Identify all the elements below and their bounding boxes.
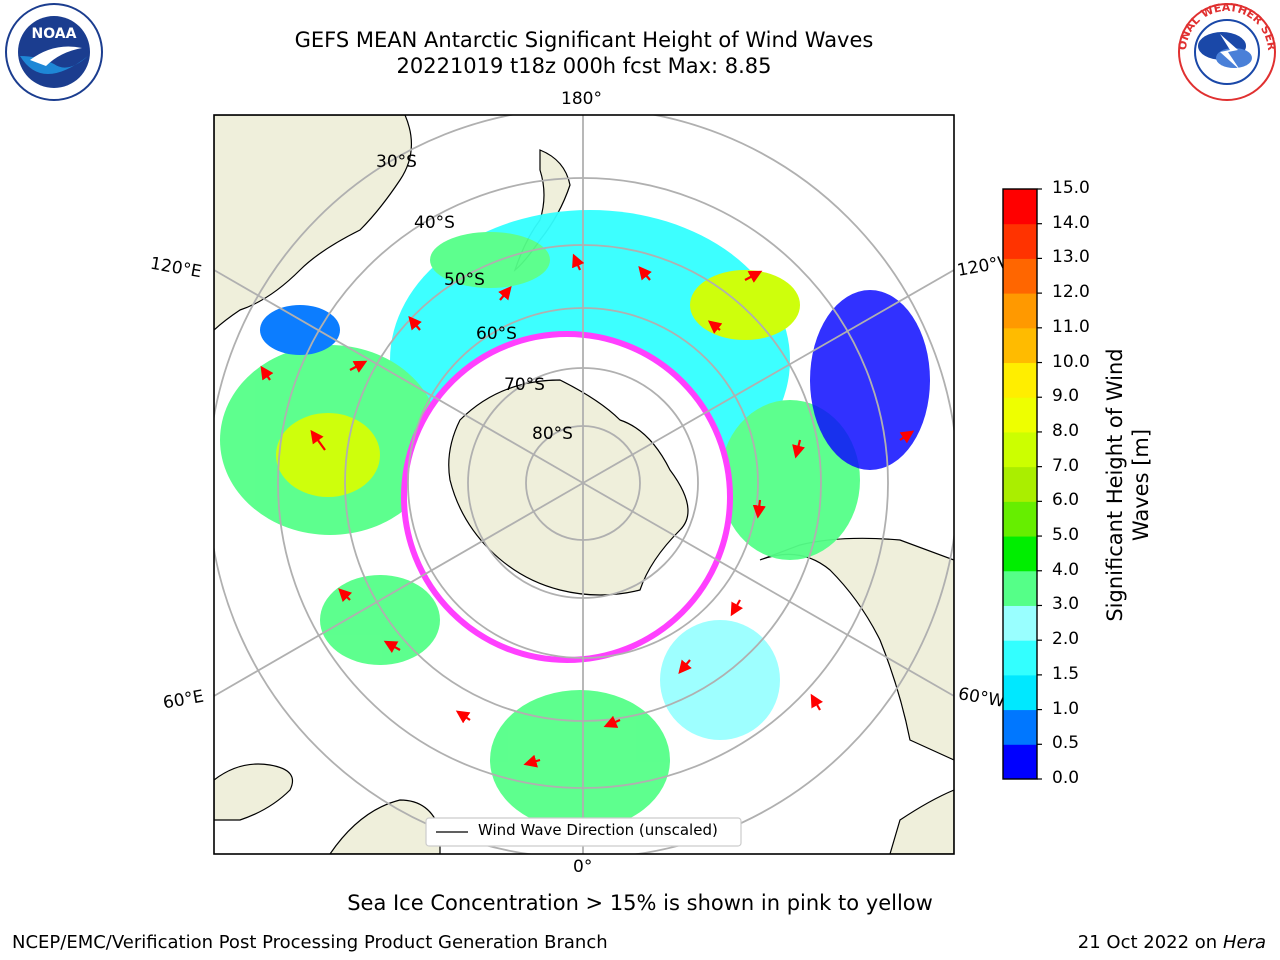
colorbar-tick-label: 1.5 bbox=[1052, 663, 1080, 684]
colorbar-tick-label: 6.0 bbox=[1052, 490, 1080, 511]
direction-arrow bbox=[338, 588, 353, 603]
chart-title: GEFS MEAN Antarctic Significant Height o… bbox=[294, 28, 874, 52]
colorbar-swatch bbox=[1003, 501, 1037, 537]
lat-label-80s: 80°S bbox=[532, 424, 573, 444]
nws-logo: NATIONAL WEATHER SERVICE bbox=[1176, 2, 1278, 101]
colorbar-swatch bbox=[1003, 327, 1037, 364]
lon-label-180: 180° bbox=[561, 89, 602, 109]
colorbar-tick-label: 7.0 bbox=[1052, 455, 1080, 476]
colorbar-tick-label: 0.0 bbox=[1052, 768, 1080, 788]
map-legend-label: Wind Wave Direction (unscaled) bbox=[478, 821, 718, 839]
colorbar-tick-label: 2.0 bbox=[1052, 629, 1080, 650]
colorbar-swatch bbox=[1003, 466, 1037, 502]
colorbar-swatch bbox=[1003, 293, 1037, 329]
colorbar-swatch bbox=[1003, 362, 1037, 398]
direction-arrow bbox=[408, 315, 422, 331]
corner-land-br bbox=[889, 789, 954, 854]
direction-arrow bbox=[260, 365, 274, 381]
south-america-land bbox=[759, 537, 954, 761]
direction-arrow bbox=[678, 659, 692, 675]
direction-arrow bbox=[603, 715, 621, 728]
colorbar-tick-label: 0.5 bbox=[1052, 733, 1080, 754]
lat-label-50s: 50°S bbox=[444, 270, 485, 290]
direction-arrow bbox=[349, 360, 368, 373]
colorbar-tick-label: 12.0 bbox=[1052, 282, 1090, 303]
colorbar-tick-label: 11.0 bbox=[1052, 316, 1090, 337]
footer-host: Hera bbox=[1222, 932, 1266, 953]
colorbar bbox=[1002, 188, 1042, 780]
direction-arrow bbox=[383, 640, 401, 653]
direction-arrow bbox=[310, 429, 326, 451]
direction-arrow bbox=[792, 439, 805, 459]
direction-arrow bbox=[572, 253, 585, 271]
lat-label-40s: 40°S bbox=[414, 213, 455, 233]
direction-arrow bbox=[455, 710, 471, 724]
colorbar-frame bbox=[1002, 188, 1038, 780]
svg-text:NOAA: NOAA bbox=[32, 26, 77, 42]
colorbar-label: Significant Height of Wind Waves [m] bbox=[1103, 348, 1153, 622]
direction-arrow bbox=[752, 499, 766, 519]
colorbar-swatch bbox=[1003, 640, 1037, 676]
colorbar-swatch bbox=[1003, 258, 1037, 294]
direction-arrow bbox=[523, 754, 541, 768]
colorbar-tick-label: 8.0 bbox=[1052, 420, 1080, 441]
colorbar-swatch bbox=[1003, 189, 1037, 225]
sea-ice-note: Sea Ice Concentration > 15% is shown in … bbox=[347, 891, 933, 915]
direction-arrow bbox=[707, 320, 723, 334]
colorbar-tick-label: 13.0 bbox=[1052, 247, 1090, 268]
direction-arrow bbox=[744, 270, 763, 283]
colorbar-swatch bbox=[1003, 709, 1037, 745]
colorbar-swatch bbox=[1003, 674, 1037, 711]
map-legend bbox=[425, 817, 742, 847]
colorbar-tick-label: 4.0 bbox=[1052, 559, 1080, 580]
map-frame bbox=[213, 114, 955, 855]
footer-date: 21 Oct 2022 on Hera bbox=[1078, 932, 1266, 953]
colorbar-swatch bbox=[1003, 605, 1037, 641]
lat-label-30s: 30°S bbox=[376, 152, 417, 172]
direction-arrow bbox=[730, 599, 743, 617]
wind-wave-arrows bbox=[260, 253, 915, 768]
colorbar-swatch bbox=[1003, 570, 1037, 606]
direction-arrow bbox=[498, 285, 512, 301]
footer-date-text: 21 Oct 2022 on bbox=[1077, 932, 1223, 953]
lat-label-60s: 60°S bbox=[476, 324, 517, 344]
colorbar-tick-label: 9.0 bbox=[1052, 386, 1080, 407]
graticule bbox=[214, 115, 954, 854]
direction-arrow bbox=[810, 693, 823, 711]
colorbar-swatch bbox=[1003, 431, 1037, 468]
colorbar-swatch bbox=[1003, 397, 1037, 433]
colorbar-swatch bbox=[1003, 223, 1037, 259]
chart-subtitle: 20221019 t18z 000h fcst Max: 8.85 bbox=[396, 54, 772, 78]
lat-label-70s: 70°S bbox=[504, 375, 545, 395]
colorbar-tick-label: 14.0 bbox=[1052, 212, 1090, 233]
colorbar-tick-label: 5.0 bbox=[1052, 525, 1080, 546]
colorbar-tick-label: 15.0 bbox=[1052, 178, 1090, 198]
africa-land bbox=[214, 763, 294, 821]
direction-arrow bbox=[638, 265, 652, 281]
footer-credit: NCEP/EMC/Verification Post Processing Pr… bbox=[12, 932, 608, 953]
colorbar-swatch bbox=[1003, 536, 1037, 572]
lon-label-0: 0° bbox=[573, 857, 593, 877]
colorbar-tick-label: 3.0 bbox=[1052, 594, 1080, 615]
colorbar-tick-label: 1.0 bbox=[1052, 698, 1080, 719]
colorbar-tick-label: 10.0 bbox=[1052, 351, 1090, 372]
antarctica-land bbox=[448, 379, 689, 596]
colorbar-swatch bbox=[1003, 744, 1037, 780]
direction-arrow bbox=[899, 430, 915, 444]
noaa-logo: NOAA bbox=[5, 3, 103, 101]
